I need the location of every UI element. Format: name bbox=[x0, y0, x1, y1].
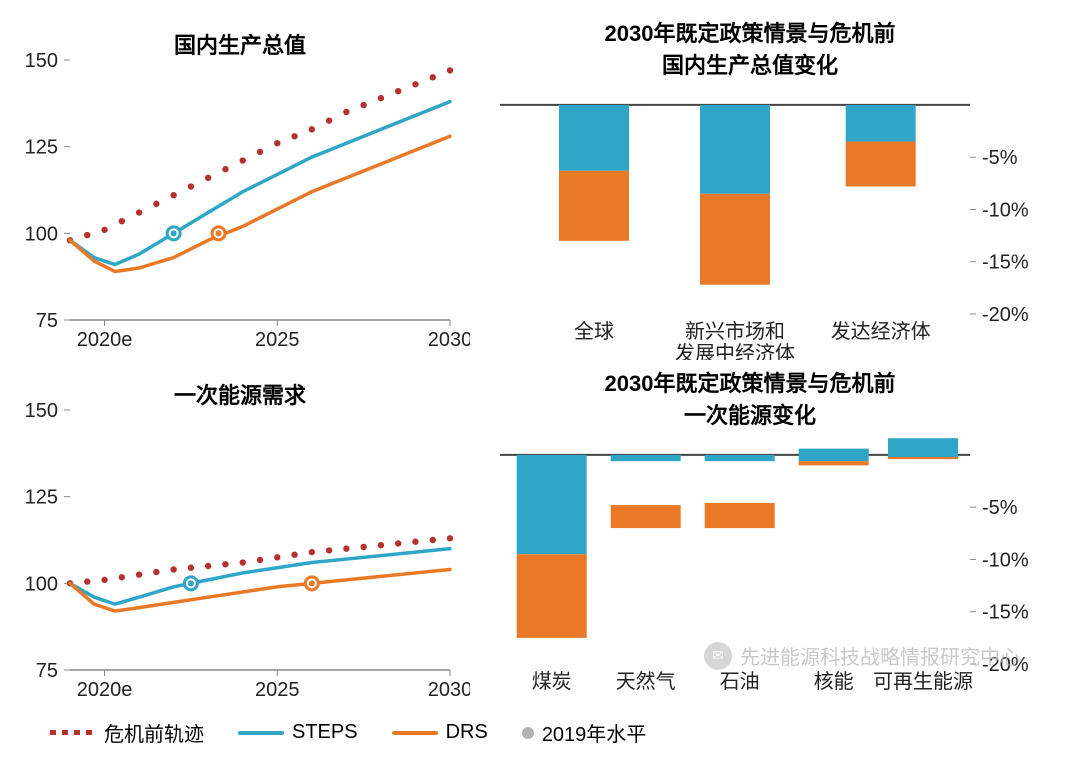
svg-text:发达经济体: 发达经济体 bbox=[831, 320, 931, 343]
svg-text:-10%: -10% bbox=[982, 549, 1029, 571]
svg-text:核能: 核能 bbox=[814, 670, 854, 693]
svg-text:75: 75 bbox=[36, 660, 58, 682]
svg-text:石油: 石油 bbox=[720, 670, 760, 693]
line-chart-energy: 一次能源需求 75 100 125 150 2020e 2025 2030 bbox=[10, 360, 470, 710]
legend-item-level: 2019年水平 bbox=[522, 718, 647, 747]
svg-text:-5%: -5% bbox=[982, 147, 1018, 169]
bar-chart-energy: 2030年既定政策情景与危机前 一次能源变化 -5%-10%-15%-20%煤炭… bbox=[470, 360, 1030, 710]
svg-text:2030: 2030 bbox=[428, 679, 470, 701]
chart-title: 2030年既定政策情景与危机前 国内生产总值变化 bbox=[605, 16, 896, 80]
legend-label: 2019年水平 bbox=[542, 718, 647, 747]
legend-label: DRS bbox=[446, 721, 488, 744]
legend-item-pre: 危机前轨迹 bbox=[50, 718, 204, 747]
svg-text:75: 75 bbox=[36, 310, 58, 332]
svg-text:-15%: -15% bbox=[982, 252, 1029, 274]
svg-text:2025: 2025 bbox=[255, 329, 300, 351]
svg-text:-5%: -5% bbox=[982, 497, 1018, 519]
watermark: ✉ 先进能源科技战略情报研究中心 bbox=[704, 641, 1020, 670]
legend-item-steps: STEPS bbox=[238, 721, 358, 744]
svg-text:-15%: -15% bbox=[982, 602, 1029, 624]
svg-text:150: 150 bbox=[25, 50, 58, 72]
chart-title: 2030年既定政策情景与危机前 一次能源变化 bbox=[605, 366, 896, 430]
svg-text:2030: 2030 bbox=[428, 329, 470, 351]
svg-text:125: 125 bbox=[25, 487, 58, 509]
watermark-text: 先进能源科技战略情报研究中心 bbox=[740, 641, 1020, 670]
line-chart-energy-svg: 75 100 125 150 2020e 2025 2030 bbox=[10, 360, 470, 710]
legend: 危机前轨迹 STEPS DRS 2019年水平 bbox=[10, 710, 1070, 747]
wechat-icon: ✉ bbox=[704, 642, 732, 670]
svg-text:2020e: 2020e bbox=[77, 329, 133, 351]
chart-title: 一次能源需求 bbox=[174, 378, 306, 410]
legend-label: 危机前轨迹 bbox=[104, 718, 204, 747]
svg-text:煤炭: 煤炭 bbox=[532, 670, 572, 693]
svg-text:150: 150 bbox=[25, 400, 58, 422]
chart-title: 国内生产总值 bbox=[174, 28, 306, 60]
legend-label: STEPS bbox=[292, 721, 358, 744]
svg-text:-10%: -10% bbox=[982, 199, 1029, 221]
svg-text:100: 100 bbox=[25, 223, 58, 245]
svg-text:可再生能源: 可再生能源 bbox=[873, 670, 973, 693]
svg-text:2025: 2025 bbox=[255, 679, 300, 701]
svg-text:发展中经济体: 发展中经济体 bbox=[675, 342, 795, 360]
line-chart-gdp-svg: 75 100 125 150 2020e 2025 2030 bbox=[10, 10, 470, 360]
svg-text:125: 125 bbox=[25, 137, 58, 159]
svg-text:天然气: 天然气 bbox=[616, 670, 676, 693]
bar-chart-gdp: 2030年既定政策情景与危机前 国内生产总值变化 -5% -10% -15% -20%… bbox=[470, 10, 1030, 360]
svg-text:新兴市场和: 新兴市场和 bbox=[685, 320, 785, 343]
legend-item-drs: DRS bbox=[392, 721, 488, 744]
svg-text:2020e: 2020e bbox=[77, 679, 133, 701]
svg-text:-20%: -20% bbox=[982, 304, 1029, 326]
svg-text:100: 100 bbox=[25, 573, 58, 595]
line-chart-gdp: 国内生产总值 75 100 125 150 2020e 2025 2030 bbox=[10, 10, 470, 360]
svg-text:全球: 全球 bbox=[574, 320, 614, 343]
